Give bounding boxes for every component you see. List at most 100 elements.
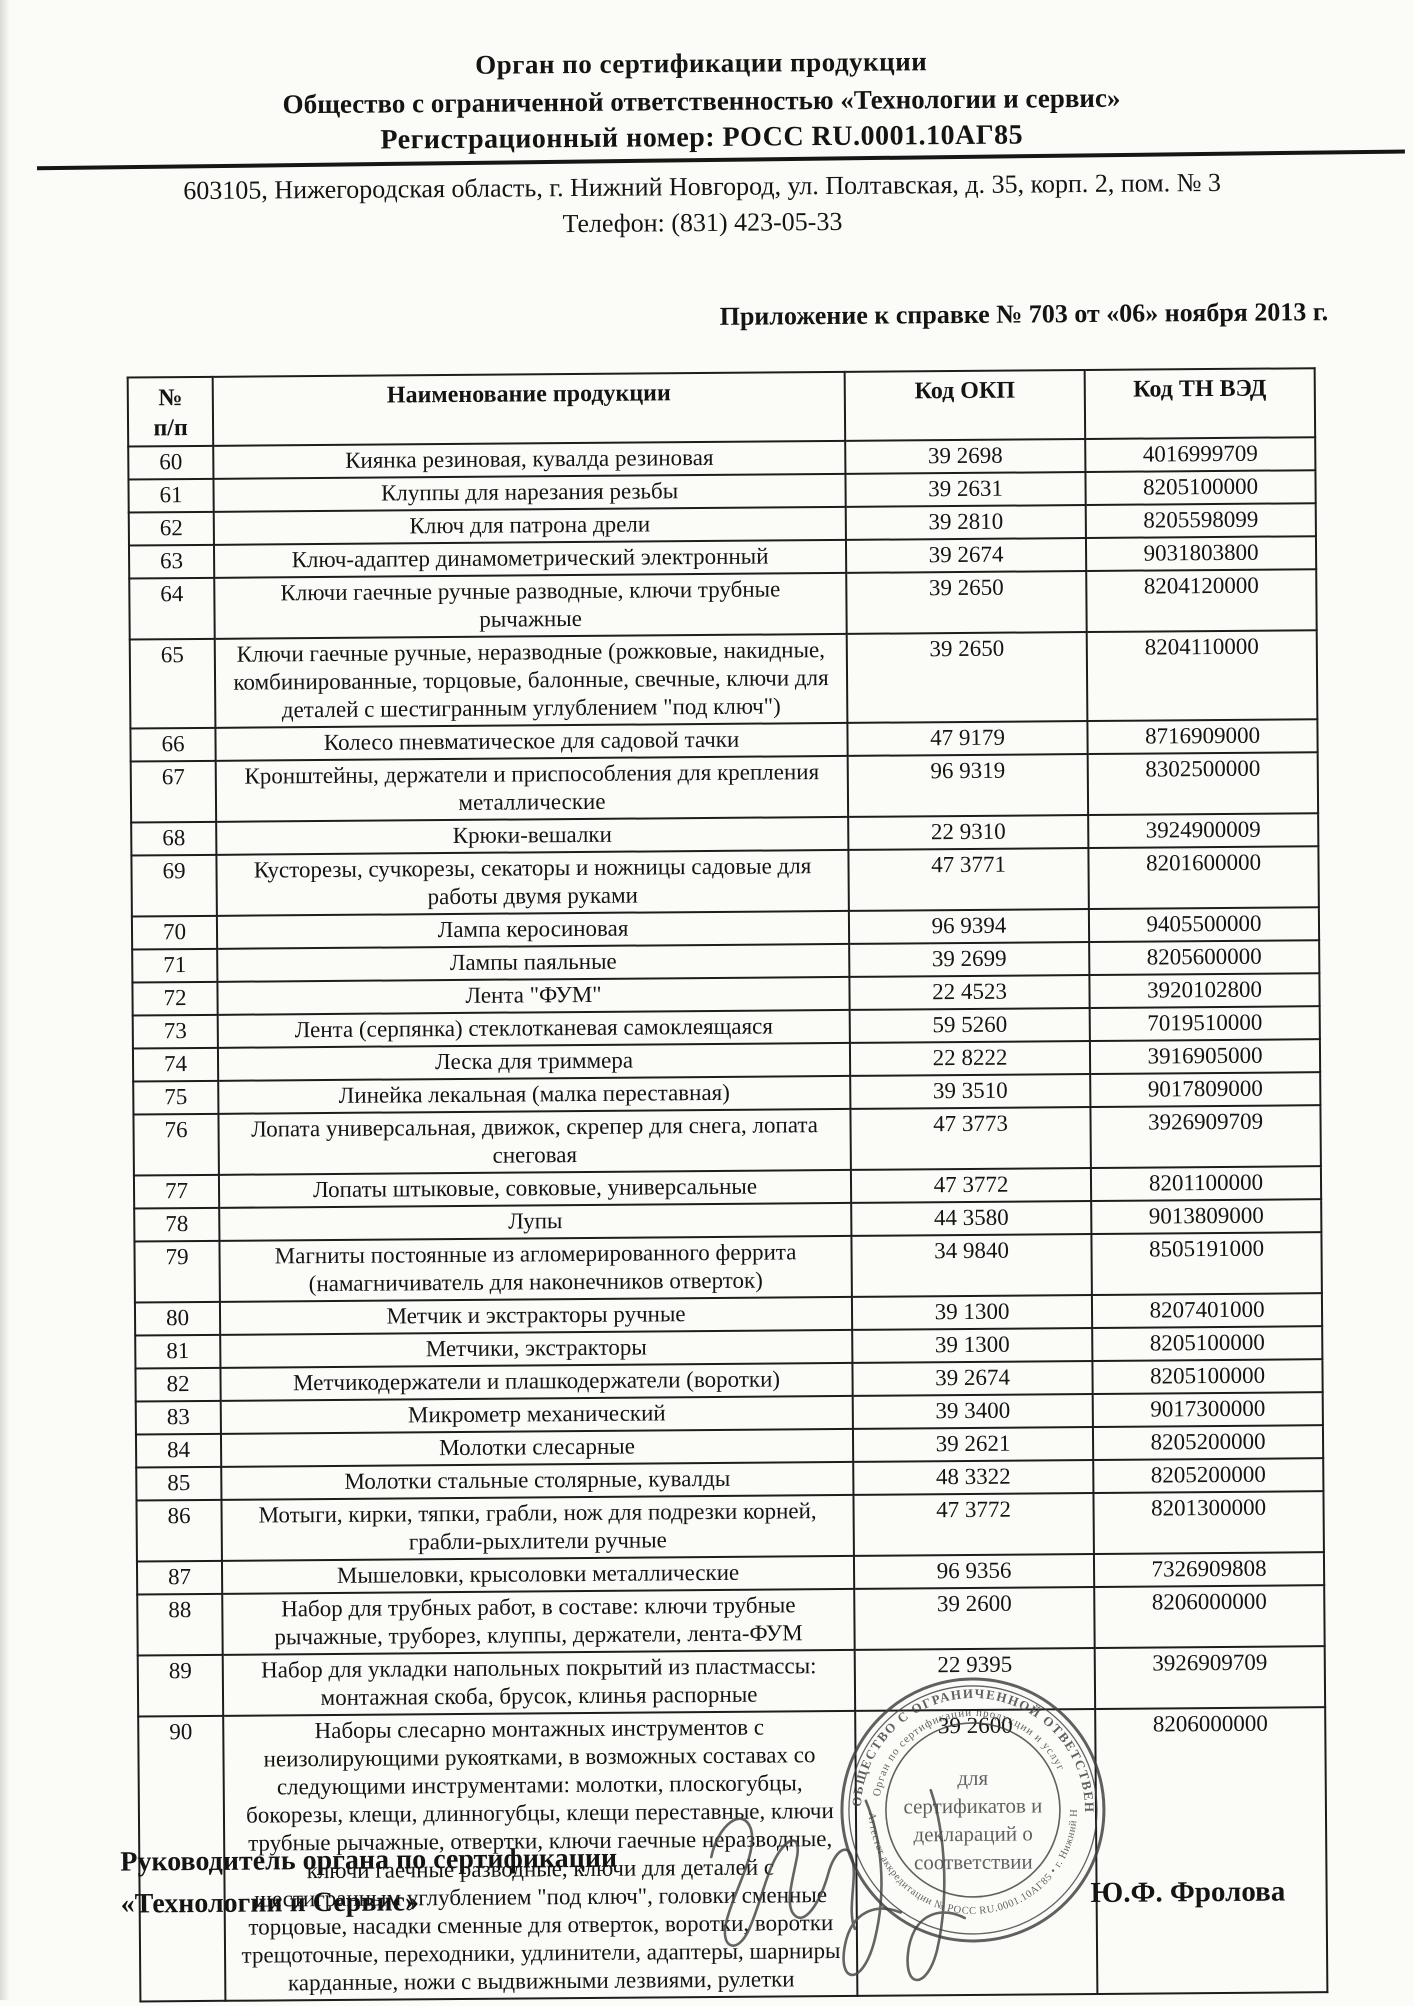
col-header-num: № п/п (127, 376, 214, 447)
table-row: 79 Магниты постоянные из агломерированног… (134, 1232, 1322, 1303)
cell-okp: 96 9319 (847, 754, 1089, 817)
cell-num: 75 (133, 1080, 219, 1115)
cell-okp: 22 8222 (849, 1041, 1091, 1076)
cell-okp: 39 3400 (852, 1393, 1093, 1429)
col-header-num-line2: п/п (153, 415, 188, 442)
cell-tnved: 8205200000 (1093, 1458, 1324, 1493)
cell-okp: 47 9179 (847, 721, 1088, 756)
signature-scribble (710, 1788, 967, 1982)
cell-name: Ключ для патрона дрели (213, 506, 846, 545)
cell-num: 64 (129, 577, 215, 640)
table-row: 64 Ключи гаечные ручные разводные, ключи … (129, 569, 1317, 640)
cell-okp: 59 5260 (849, 1008, 1090, 1043)
table-row: 89 Набор для укладки напольных покрытий и… (137, 1646, 1326, 1717)
cell-name: Мышеловки, крысоловки металлические (221, 1555, 855, 1594)
cell-okp: 39 2631 (845, 472, 1086, 507)
cell-okp: 39 2621 (852, 1426, 1094, 1462)
cell-name: Магниты постоянные из агломерированного … (219, 1235, 852, 1302)
cell-tnved: 8205598099 (1085, 503, 1316, 539)
cell-tnved: 3924900009 (1088, 813, 1319, 849)
cell-okp: 44 3580 (851, 1200, 1092, 1236)
col-header-tnved: Код ТН ВЭД (1084, 368, 1316, 440)
cell-num: 72 (132, 981, 218, 1016)
cell-tnved: 8207401000 (1091, 1293, 1323, 1328)
cell-num: 70 (131, 915, 218, 950)
col-header-okp: Код ОКП (844, 370, 1086, 441)
col-header-num-line1: № (158, 385, 183, 412)
cell-tnved: 8201100000 (1090, 1166, 1322, 1201)
cell-okp: 47 3771 (848, 848, 1089, 911)
cell-name: Лопата универсальная, движок, скрепер дл… (218, 1108, 851, 1175)
cell-num: 69 (131, 854, 217, 917)
cell-name: Кусторезы, сучкорезы, секаторы и ножницы… (216, 849, 849, 916)
cell-okp: 39 2600 (854, 1586, 1095, 1650)
cell-name: Метчики, экстракторы (220, 1329, 853, 1368)
products-table: № п/п Наименование продукции Код ОКП Код… (127, 367, 1329, 2002)
cell-num: 61 (128, 478, 214, 513)
table-row: 88 Набор для трубных работ, в составе: кл… (137, 1585, 1325, 1656)
cell-num: 77 (133, 1174, 220, 1209)
cell-name: Метчик и экстракторы ручные (219, 1296, 853, 1335)
cell-tnved: 3926909709 (1094, 1646, 1326, 1709)
cell-num: 89 (137, 1654, 224, 1717)
cell-okp: 34 9840 (851, 1233, 1092, 1297)
cell-tnved: 9017809000 (1090, 1072, 1321, 1107)
cell-name: Киянка резиновая, кувалда резиновая (213, 440, 846, 479)
cell-num: 65 (129, 638, 216, 729)
cell-tnved: 8204120000 (1086, 569, 1317, 633)
cell-okp: 47 3772 (853, 1492, 1094, 1556)
cell-name: Крюки-вешалки (216, 816, 849, 855)
cell-name: Мотыги, кирки, тяпки, грабли, нож для по… (221, 1494, 854, 1561)
cell-name: Кронштейны, держатели и приспособления д… (215, 755, 849, 822)
cell-okp: 39 2650 (846, 632, 1088, 723)
cell-okp: 22 9310 (848, 815, 1089, 850)
cell-name: Ключ-адаптер динамометрический электронн… (213, 539, 847, 578)
cell-tnved: 8201600000 (1088, 846, 1319, 910)
col-header-name: Наименование продукции (212, 371, 846, 446)
stamp-center-line3: деклараций о (913, 1821, 1032, 1846)
table-row: 76 Лопата универсальная, движок, скрепер … (133, 1105, 1321, 1176)
table-header-row: № п/п Наименование продукции Код ОКП Код… (127, 368, 1316, 447)
cell-okp: 47 3772 (850, 1167, 1092, 1203)
cell-tnved: 3920102800 (1089, 973, 1320, 1009)
cell-okp: 39 2810 (845, 505, 1086, 540)
cell-num: 83 (135, 1400, 221, 1435)
cell-name: Лампы паяльные (217, 943, 850, 982)
table-row: 69 Кусторезы, сучкорезы, секаторы и ножни… (131, 846, 1319, 917)
address-line: 603105, Нижегородская область, г. Нижний… (183, 167, 1222, 206)
cell-num: 80 (134, 1301, 221, 1336)
cell-tnved: 9017300000 (1092, 1392, 1323, 1427)
cell-num: 62 (128, 511, 214, 546)
cell-num: 71 (132, 948, 218, 983)
cell-tnved: 8205200000 (1092, 1425, 1324, 1460)
cell-num: 66 (130, 727, 216, 762)
stamp-center-line1: для (957, 1766, 988, 1790)
cell-name: Лопаты штыковые, совковые, универсальные (218, 1169, 852, 1208)
cell-okp: 39 1300 (851, 1294, 1093, 1330)
stamp-center-line4: соответствии (914, 1849, 1033, 1874)
cell-okp: 39 3510 (850, 1073, 1091, 1109)
signer-name: Ю.Ф. Фролова (1090, 1875, 1286, 1910)
cell-tnved: 8302500000 (1087, 752, 1319, 816)
cell-tnved: 9013809000 (1091, 1199, 1322, 1234)
cell-name: Лента (серпянка) стеклотканевая самоклея… (217, 1009, 850, 1048)
cell-tnved: 8205100000 (1092, 1359, 1323, 1394)
cell-okp: 96 9394 (848, 909, 1090, 944)
cell-name: Лупы (219, 1202, 852, 1241)
cell-tnved: 8505191000 (1091, 1232, 1322, 1295)
cell-tnved: 3926909709 (1090, 1105, 1321, 1168)
cell-num: 79 (134, 1240, 220, 1303)
cell-name: Лента "ФУМ" (217, 976, 850, 1015)
cell-num: 82 (135, 1367, 221, 1402)
cell-okp: 47 3773 (850, 1106, 1091, 1170)
cell-tnved: 8204110000 (1086, 630, 1318, 722)
footer-role-line: Руководитель органа по сертификации (120, 1842, 618, 1878)
cell-name: Микрометр механический (220, 1395, 853, 1434)
cell-okp: 39 2674 (852, 1360, 1093, 1396)
cell-name: Набор для трубных работ, в составе: ключ… (222, 1588, 855, 1655)
cell-okp: 48 3322 (853, 1459, 1094, 1495)
cell-tnved: 9405500000 (1088, 907, 1320, 943)
stamp-center-line2: сертификатов и (903, 1793, 1042, 1818)
cell-tnved: 4016999709 (1085, 437, 1316, 473)
table-row: 86 Мотыги, кирки, тяпки, грабли, нож для … (136, 1491, 1324, 1562)
